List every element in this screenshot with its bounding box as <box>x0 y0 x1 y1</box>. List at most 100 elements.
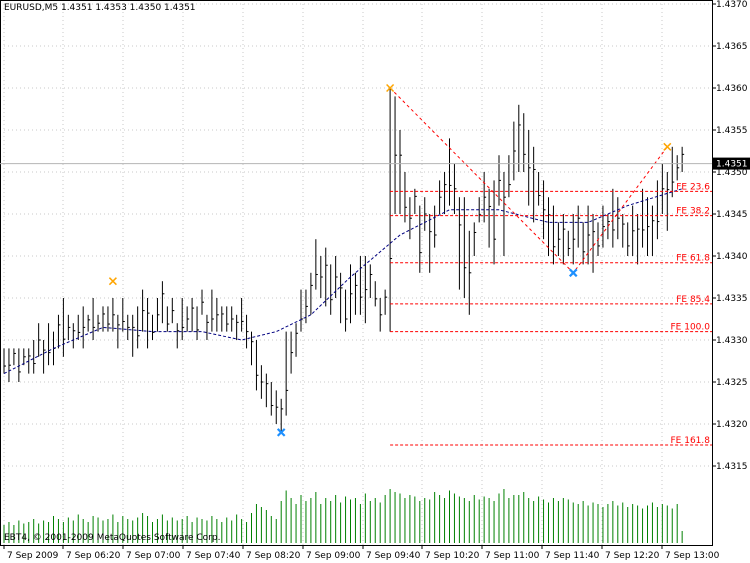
ohlc-bar <box>661 163 665 214</box>
marker-stroke <box>663 142 672 151</box>
ohlc-bar <box>231 306 234 332</box>
ohlc-bar <box>533 146 536 223</box>
fibo-level-label: FE 23.6 <box>676 182 710 192</box>
ohlc-bar <box>656 180 660 240</box>
fibo-level-label: FE 38.2 <box>676 207 710 217</box>
ohlc-bar <box>345 289 348 332</box>
time-tick-label: 7 Sep 10:20 <box>425 551 480 561</box>
ohlc-bar <box>394 96 398 214</box>
ohlc-bar <box>112 298 115 332</box>
ohlc-bar <box>325 247 328 307</box>
ohlc-bar <box>290 331 294 374</box>
ohlc-bar <box>156 298 160 332</box>
ohlc-bar <box>666 172 670 231</box>
ohlc-bar <box>577 205 581 248</box>
ohlc-bar <box>57 314 61 349</box>
ohlc-bar <box>651 205 655 256</box>
ohlc-bar <box>340 272 343 324</box>
price-tick-label: 1.4365 <box>716 42 748 52</box>
marker-stroke <box>386 83 395 93</box>
ohlc-bar <box>28 348 31 374</box>
ohlc-bar <box>642 188 645 248</box>
ohlc-bar <box>647 197 650 256</box>
fibo-level-label: FE 61.8 <box>676 254 710 264</box>
ohlc-bar <box>226 306 229 332</box>
swing-low-marker <box>276 428 286 437</box>
ohlc-bar <box>137 306 140 349</box>
price-tick-label: 1.4340 <box>716 252 748 262</box>
ohlc-bar <box>305 289 308 324</box>
ohlc-bar <box>498 155 501 206</box>
ohlc-bar <box>617 197 620 240</box>
ohlc-bar <box>458 197 462 290</box>
price-tick-label: 1.4330 <box>716 336 748 346</box>
ohlc-bar <box>315 239 318 290</box>
ohlc-bar <box>206 314 209 340</box>
moving-average-line <box>3 188 683 375</box>
price-tick-label: 1.4355 <box>716 126 748 136</box>
ohlc-bar <box>350 264 353 324</box>
time-tick-label: 7 Sep 13:00 <box>665 551 720 561</box>
ohlc-bar <box>473 222 477 256</box>
ohlc-bar <box>493 180 497 265</box>
swing-low-marker <box>568 268 578 278</box>
ohlc-bar <box>48 323 51 366</box>
time-tick-label: 7 Sep 09:00 <box>306 551 361 561</box>
ohlc-bar <box>587 205 591 265</box>
ohlc-bar <box>612 188 615 248</box>
ohlc-bar <box>557 222 561 256</box>
ohlc-bar <box>671 146 675 198</box>
ohlc-bar <box>503 172 506 256</box>
ohlc-bar <box>72 323 76 349</box>
ohlc-bar <box>424 197 427 231</box>
ohlc-bar <box>82 306 86 349</box>
ohlc-bar <box>429 214 432 273</box>
ohlc-bar <box>518 104 521 172</box>
ohlc-bar <box>453 163 457 214</box>
ohlc-bars <box>3 88 685 433</box>
ohlc-bar <box>681 146 685 172</box>
fibo-level-label: FE 161.8 <box>671 436 711 446</box>
ohlc-bar <box>572 214 576 265</box>
ohlc-bar <box>251 331 254 366</box>
swing-high-marker <box>108 277 117 286</box>
grid <box>0 0 712 545</box>
ohlc-bar <box>523 113 526 172</box>
ohlc-bar <box>414 188 417 214</box>
swing-markers <box>108 83 672 437</box>
ohlc-bar <box>513 121 516 181</box>
time-tick-label: 7 Sep 11:00 <box>485 551 540 561</box>
ohlc-bar <box>171 298 175 324</box>
ohlc-bar <box>295 323 299 357</box>
ohlc-bar <box>439 180 442 214</box>
ohlc-bar <box>196 306 200 340</box>
ohlc-bar <box>246 314 249 349</box>
time-tick-label: 7 Sep 12:20 <box>605 551 660 561</box>
ohlc-bar <box>132 314 135 357</box>
ohlc-bar <box>320 256 323 298</box>
ohlc-bar <box>201 289 204 315</box>
time-tick-label: 7 Sep 06:20 <box>66 551 121 561</box>
price-tick-label: 1.4345 <box>716 210 748 220</box>
time-tick-label: 7 Sep 2009 <box>7 551 59 561</box>
ohlc-bar <box>528 130 531 206</box>
ohlc-bar <box>364 256 368 324</box>
copyright: EBT4, © 2001-2009 MetaQuotes Software Co… <box>4 533 221 543</box>
ohlc-bar <box>127 314 130 340</box>
ohlc-bar <box>622 214 625 248</box>
ohlc-bar <box>310 272 313 315</box>
ohlc-bar <box>280 398 284 433</box>
ohlc-bar <box>508 155 511 198</box>
price-tick-label: 1.4315 <box>716 462 748 472</box>
ohlc-bar <box>538 172 541 206</box>
ohlc-bar <box>354 272 358 315</box>
ohlc-bar <box>236 314 239 340</box>
ohlc-bar <box>67 314 71 340</box>
ohlc-bar <box>107 306 110 332</box>
ohlc-bar <box>166 306 170 332</box>
ohlc-bar <box>374 281 378 307</box>
current-price-box <box>713 157 750 170</box>
ohlc-bar <box>181 298 185 340</box>
